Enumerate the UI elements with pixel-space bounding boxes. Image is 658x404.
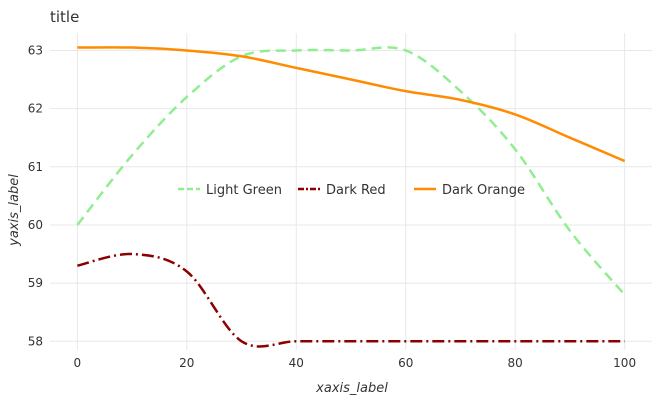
y-axis-label: yaxis_label [7,174,22,247]
series-line-light-green [76,46,626,296]
x-tick-label: 20 [179,356,194,370]
x-axis-label: xaxis_label [315,381,388,396]
x-tick-label: 60 [398,356,413,370]
legend-label: Dark Red [326,183,386,198]
x-axis-ticks: 0 20 40 60 80 100 [74,356,637,370]
legend-label: Dark Orange [442,183,525,198]
y-tick-label: 58 [28,334,43,348]
series-line-dark-red [77,252,625,348]
chart-title: title [50,8,79,26]
y-tick-label: 63 [28,43,43,57]
y-tick-label: 61 [28,160,43,174]
series-lines [76,46,626,348]
y-tick-label: 62 [28,102,43,116]
y-tick-label: 59 [28,276,43,290]
x-tick-label: 100 [613,356,636,370]
x-tick-label: 80 [508,356,523,370]
x-tick-label: 40 [289,356,304,370]
y-tick-label: 60 [28,218,43,232]
legend: Light Green Dark Red Dark Orange [178,183,525,198]
x-tick-label: 0 [74,356,82,370]
series-line-dark-orange [77,46,626,163]
grid [50,33,652,350]
y-axis-ticks: 58 59 60 61 62 63 [28,43,43,348]
legend-label: Light Green [206,183,282,198]
